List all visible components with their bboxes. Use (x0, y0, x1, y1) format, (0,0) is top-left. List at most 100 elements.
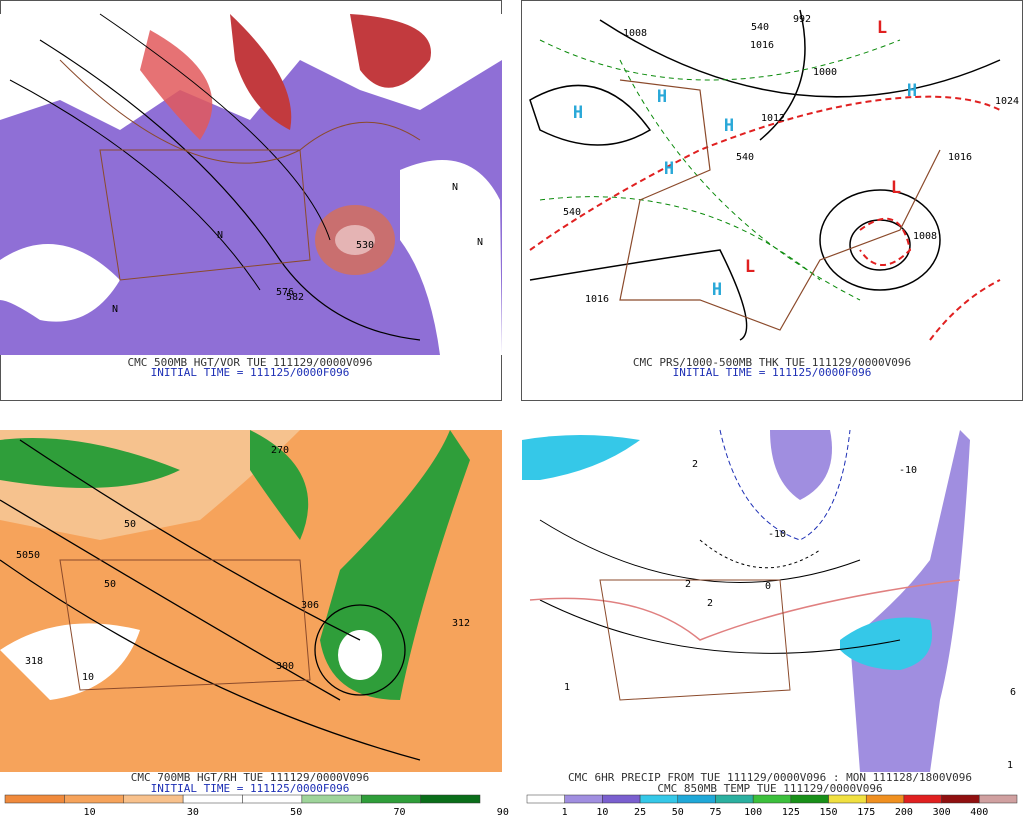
high-center: H (907, 81, 917, 101)
map-label: -10 (768, 529, 786, 540)
map-label: 270 (271, 445, 289, 456)
colorbar-label: 75 (709, 807, 721, 818)
high-center: H (724, 116, 734, 136)
map-label: 2 (685, 579, 691, 590)
map-label: 1 (564, 682, 570, 693)
humidity-map (0, 430, 502, 772)
caption-bg (85, 772, 415, 794)
map-label: N (477, 237, 483, 248)
initial-time: INITIAL TIME = 111125/0000F096 (151, 782, 350, 795)
map-label: 50 (124, 519, 136, 530)
map-label: 1016 (585, 294, 609, 305)
map-label: 582 (286, 292, 304, 303)
map-label: 2 (707, 598, 713, 609)
map-label: N (217, 230, 223, 241)
map-label: N (112, 304, 118, 315)
colorbar-cell (64, 794, 124, 804)
initial-time: INITIAL TIME = 111125/0000F096 (673, 366, 872, 379)
map-label: 6 (1010, 687, 1016, 698)
map-label: 5050 (16, 550, 40, 561)
colorbar-label: 90 (497, 807, 509, 818)
caption-bg (85, 357, 415, 379)
map-label: 1016 (750, 40, 774, 51)
colorbar-cell (361, 794, 421, 804)
map-label: 0 (765, 581, 771, 592)
colorbar-label: 25 (634, 807, 646, 818)
map-label: 992 (793, 14, 811, 25)
map-label: 312 (452, 618, 470, 629)
colorbar-label: 150 (820, 807, 838, 818)
colorbar-label: 70 (393, 807, 405, 818)
colorbar-cell (677, 794, 716, 804)
map-label: 2 (692, 459, 698, 470)
caption: CMC 6HR PRECIP FROM TUE 111129/0000V096 … (568, 771, 972, 784)
colorbar-label: 300 (933, 807, 951, 818)
map-label: 1016 (948, 152, 972, 163)
colorbar-cell (301, 794, 362, 804)
low-center: L (877, 18, 887, 38)
precip-map (522, 429, 970, 772)
map-label: 50 (104, 579, 116, 590)
colorbar-cell (979, 794, 1018, 804)
initial-time: INITIAL TIME = 111125/0000F096 (151, 366, 350, 379)
high-center: H (573, 103, 583, 123)
map-label: 540 (751, 22, 769, 33)
colorbar-cell (182, 794, 243, 804)
high-center: H (664, 159, 674, 179)
colorbar-label: 125 (782, 807, 800, 818)
colorbar-cell (123, 794, 184, 804)
colorbar-label: 10 (84, 807, 96, 818)
colorbar: 10 30 50 70 90 (4, 794, 509, 818)
colorbar: 1 10 25 50 75 100 125 150 175 200 300 400 (526, 794, 1018, 818)
map-label: 576 (276, 287, 294, 298)
map-label: 1008 (913, 231, 937, 242)
colorbar-cell (903, 794, 942, 804)
map-label: 530 (356, 240, 374, 251)
colorbar-label: 30 (187, 807, 199, 818)
map-label: 1012 (761, 113, 785, 124)
low-center: L (891, 178, 901, 198)
map-label: 300 (276, 661, 294, 672)
colorbar-label: 400 (970, 807, 988, 818)
colorbar-cell (790, 794, 829, 804)
colorbar-cell (4, 794, 65, 804)
colorbar-label: 10 (596, 807, 608, 818)
vorticity-map (0, 13, 502, 355)
caption-bg (607, 357, 937, 379)
colorbar-cell (526, 794, 565, 804)
colorbar-label: 200 (895, 807, 913, 818)
low-center: L (745, 257, 755, 277)
map-label: N (452, 182, 458, 193)
map-label: 10 (82, 672, 94, 683)
colorbar-cell (941, 794, 980, 804)
map-label: -10 (899, 465, 917, 476)
map-label: 1024 (995, 96, 1019, 107)
initial-time: CMC 850MB TEMP TUE 111129/0000V096 (657, 782, 882, 795)
map-label: 540 (563, 207, 581, 218)
high-center: H (657, 87, 667, 107)
colorbar-cell (639, 794, 679, 804)
high-center: H (712, 280, 722, 300)
colorbar-cell (865, 794, 905, 804)
map-label: 540 (736, 152, 754, 163)
colorbar-cell (242, 794, 303, 804)
colorbar-label: 1 (562, 807, 568, 818)
colorbar-label: 100 (744, 807, 762, 818)
colorbar-cell (602, 794, 641, 804)
caption: CMC 500MB HGT/VOR TUE 111129/0000V096 (127, 356, 372, 369)
pressure-map (529, 9, 1001, 341)
colorbar-label: 50 (290, 807, 302, 818)
map-label: 318 (25, 656, 43, 667)
colorbar-cell (715, 794, 754, 804)
map-label: 1000 (813, 67, 837, 78)
caption: CMC PRS/1000-500MB THK TUE 111129/0000V0… (633, 356, 911, 369)
colorbar-cell (564, 794, 603, 804)
colorbar-cell (420, 794, 481, 804)
map-label: 306 (301, 600, 319, 611)
panel-frame (521, 0, 1023, 401)
map-label: 1 (1007, 760, 1013, 771)
map-label: 1008 (623, 28, 647, 39)
colorbar-label: 50 (672, 807, 684, 818)
